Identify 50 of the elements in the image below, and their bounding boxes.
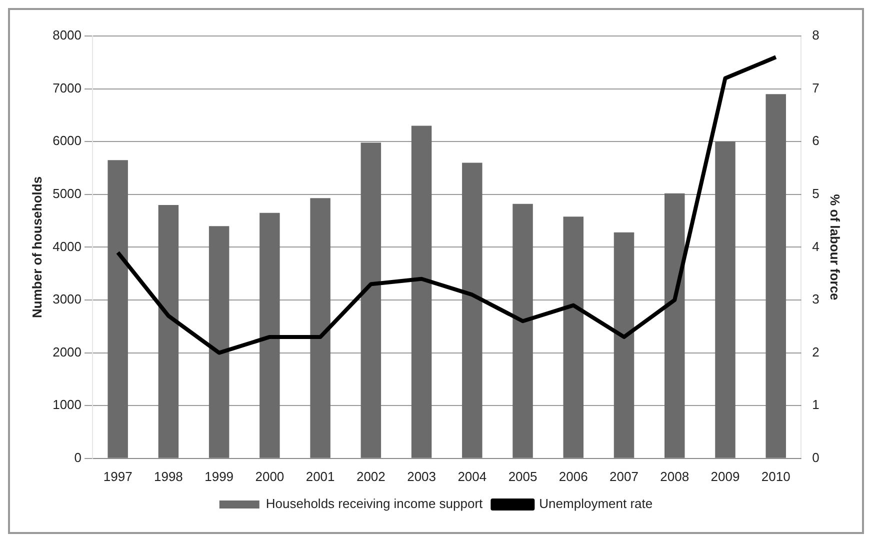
x-tick-label: 2006 <box>558 468 588 484</box>
y-tick-label: 3000 <box>52 292 82 307</box>
bar <box>108 160 128 458</box>
x-tick-label: 2009 <box>710 468 740 484</box>
bar <box>563 216 584 458</box>
y2-axis-title: % of labour force <box>828 194 843 300</box>
x-tick-label: 2010 <box>761 468 790 484</box>
y2-tick-label: 5 <box>812 186 820 201</box>
bar <box>614 232 634 458</box>
bar <box>260 212 280 458</box>
y2-tick-label: 7 <box>812 80 820 96</box>
y2-tick-label: 2 <box>812 344 820 360</box>
y-tick-label: 5000 <box>52 186 82 201</box>
x-tick-label: 1997 <box>103 468 132 484</box>
y-tick-label: 8000 <box>52 28 82 43</box>
y-tick-label: 0 <box>74 450 82 465</box>
bar <box>158 204 179 458</box>
y2-tick-label: 6 <box>812 133 820 148</box>
x-tick-label: 2004 <box>458 468 487 484</box>
bar <box>715 142 736 458</box>
y-axis-title: Number of households <box>29 176 44 318</box>
y2-tick-label: 3 <box>812 292 820 307</box>
x-tick-label: 1999 <box>204 468 234 484</box>
x-tick-label: 2002 <box>356 468 386 484</box>
bar <box>664 193 685 458</box>
y-tick-label: 7000 <box>52 80 82 96</box>
x-tick-label: 2001 <box>306 468 335 484</box>
y-tick-label: 6000 <box>52 133 82 148</box>
x-tick-label: 2005 <box>508 468 538 484</box>
bar <box>512 204 533 458</box>
bar <box>360 142 382 458</box>
x-tick-label: 2000 <box>255 468 284 484</box>
x-tick-label: 2008 <box>660 468 690 484</box>
bar <box>411 126 432 458</box>
legend-label: Households receiving income support <box>266 496 484 512</box>
y2-tick-label: 4 <box>812 238 820 254</box>
y-tick-label: 2000 <box>52 344 82 360</box>
y2-tick-label: 1 <box>812 397 820 412</box>
bar <box>310 198 330 458</box>
x-tick-label: 2007 <box>610 468 638 484</box>
x-tick-label: 1998 <box>154 468 183 484</box>
legend-label: Unemployment rate <box>539 496 653 512</box>
y2-tick-label: 8 <box>812 28 820 43</box>
x-tick-label: 2003 <box>407 468 436 484</box>
bar <box>462 162 482 458</box>
bar <box>766 94 786 458</box>
y2-tick-label: 0 <box>812 450 820 465</box>
y-tick-label: 4000 <box>52 238 82 254</box>
y-tick-label: 1000 <box>52 397 82 412</box>
bar <box>208 226 230 458</box>
